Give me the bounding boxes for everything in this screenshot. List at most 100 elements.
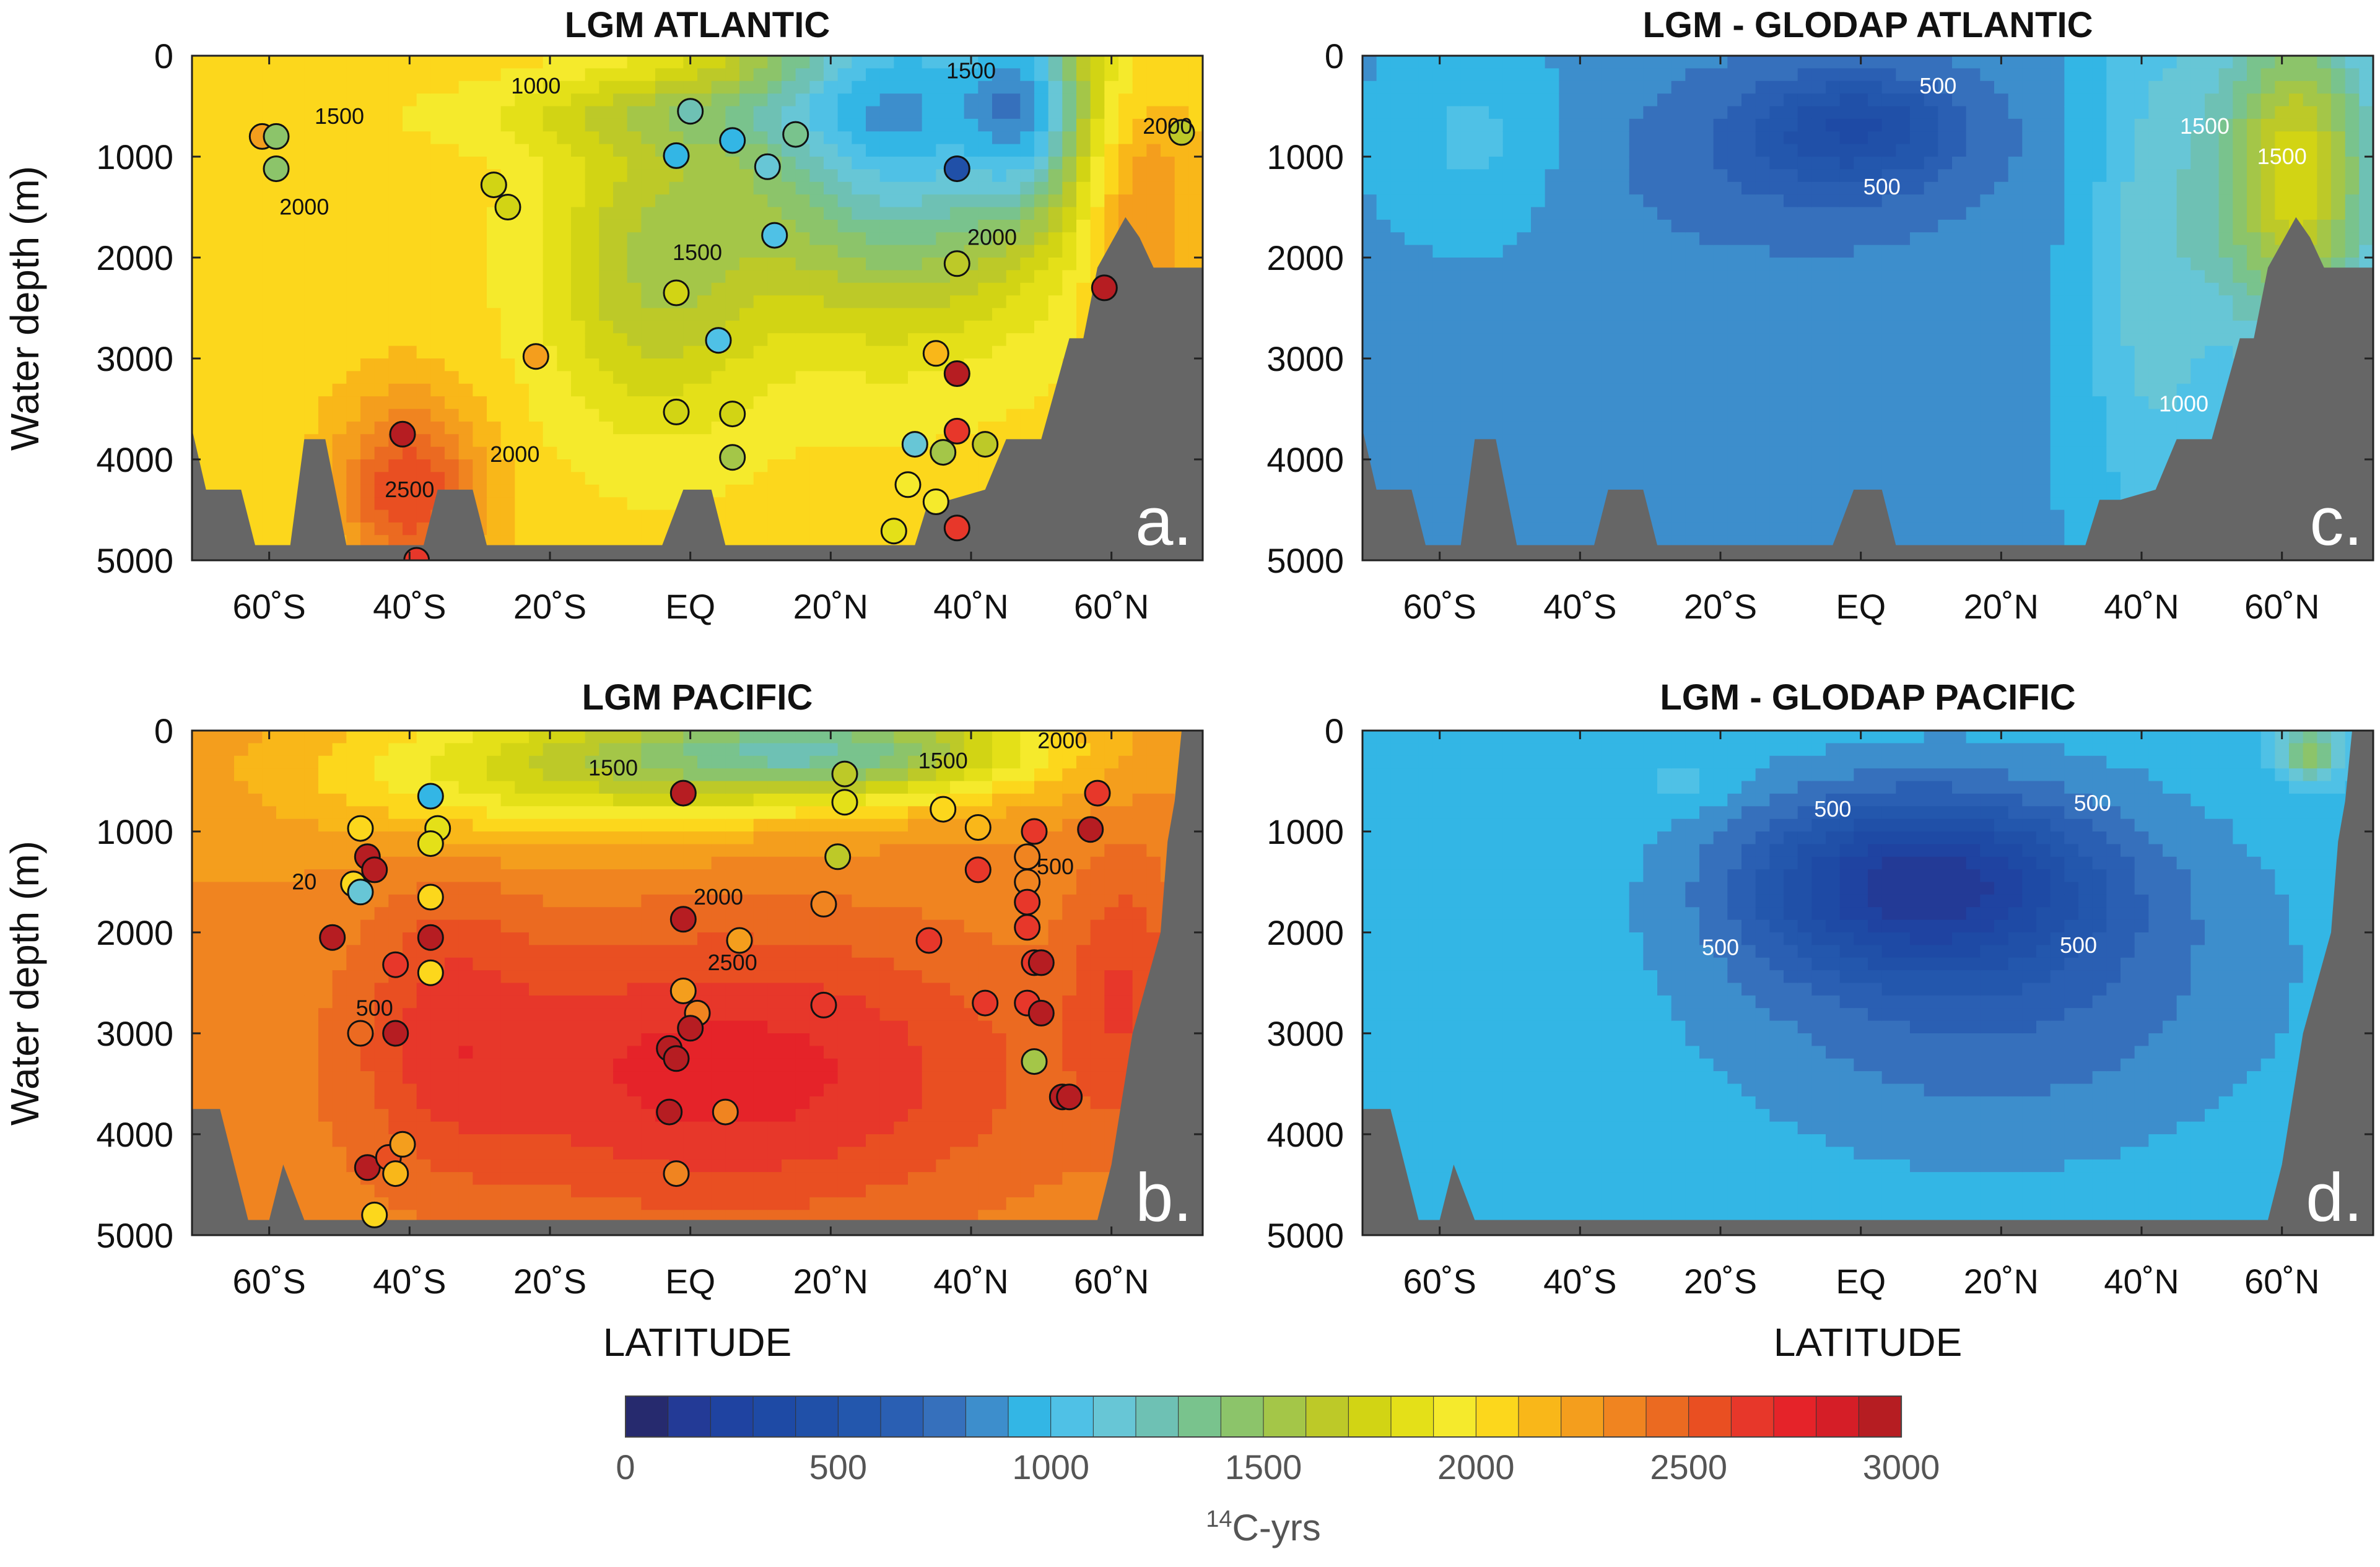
field-cell (866, 459, 881, 473)
field-cell (332, 207, 347, 220)
field-cell (613, 1058, 628, 1072)
field-cell (557, 484, 572, 498)
field-cell (922, 295, 937, 309)
field-cell (585, 409, 600, 422)
field-cell (879, 983, 895, 996)
field-cell (571, 522, 586, 536)
field-cell (1174, 56, 1190, 69)
field-cell (711, 383, 726, 397)
field-cell (725, 995, 740, 1009)
field-cell (809, 295, 824, 309)
field-cell (1174, 106, 1190, 119)
field-cell (613, 258, 628, 271)
field-cell (1118, 93, 1133, 107)
field-cell (627, 358, 642, 372)
field-cell (1188, 232, 1203, 246)
field-cell (613, 421, 628, 435)
field-cell (416, 755, 432, 769)
field-cell (978, 207, 993, 220)
field-cell (978, 144, 993, 157)
field-cell (248, 1147, 263, 1160)
field-cell (824, 320, 839, 334)
field-cell (613, 1096, 628, 1110)
field-cell (458, 995, 474, 1009)
field-cell (220, 333, 235, 347)
field-cell (627, 957, 642, 971)
field-cell (767, 995, 782, 1009)
field-cell (248, 282, 263, 296)
field-cell (220, 371, 235, 384)
field-cell (388, 793, 403, 807)
field-cell (262, 245, 277, 258)
field-cell (866, 80, 881, 94)
field-cell (697, 945, 712, 958)
field-cell (669, 882, 684, 895)
field-cell (332, 194, 347, 208)
field-cell (599, 383, 614, 397)
field-cell (908, 207, 923, 220)
field-cell (978, 282, 993, 296)
field-cell (725, 1008, 740, 1022)
field-cell (1076, 93, 1091, 107)
field-cell (543, 421, 558, 435)
field-cell (669, 1184, 684, 1198)
field-cell (346, 434, 361, 448)
field-cell (318, 194, 333, 208)
field-cell (487, 270, 502, 284)
field-cell (1034, 258, 1049, 271)
field-cell (360, 219, 375, 233)
field-cell (571, 1058, 586, 1072)
field-cell (795, 459, 811, 473)
field-cell (824, 1134, 839, 1148)
field-cell (613, 232, 628, 246)
field-cell (964, 131, 979, 145)
field-cell (346, 731, 361, 744)
field-cell (571, 1033, 586, 1047)
field-cell (403, 106, 417, 119)
field-cell (557, 522, 572, 536)
field-cell (445, 793, 460, 807)
field-cell (767, 371, 782, 384)
field-cell (529, 333, 544, 347)
field-cell (599, 1046, 614, 1059)
field-cell (894, 409, 909, 422)
field-cell (403, 80, 417, 94)
field-cell (1076, 232, 1091, 246)
field-cell (276, 535, 291, 549)
field-cell (360, 919, 375, 933)
field-cell (753, 1083, 769, 1097)
field-cell (641, 781, 656, 794)
field-cell (739, 1197, 754, 1211)
field-cell (346, 320, 361, 334)
field-cell (332, 409, 347, 422)
field-cell (599, 434, 614, 448)
field-cell (276, 844, 291, 857)
panel-a-label: a. (1135, 484, 1192, 560)
field-cell (627, 497, 642, 511)
field-cell (332, 894, 347, 908)
field-cell (543, 282, 558, 296)
field-cell (360, 308, 375, 321)
field-cell (641, 793, 656, 807)
field-cell (571, 308, 586, 321)
field-cell (964, 308, 979, 321)
field-cell (192, 396, 207, 410)
field-cell (697, 1147, 712, 1160)
field-cell (613, 207, 628, 220)
field-cell (529, 1083, 544, 1097)
field-cell (767, 535, 782, 549)
field-cell (248, 383, 263, 397)
field-cell (1090, 232, 1105, 246)
field-cell (290, 421, 305, 435)
field-cell (500, 118, 516, 132)
field-cell (879, 1172, 895, 1186)
field-cell (711, 118, 726, 132)
field-cell (332, 131, 347, 145)
field-cell (950, 295, 965, 309)
field-cell (543, 781, 558, 794)
field-cell (332, 793, 347, 807)
field-cell (879, 831, 895, 845)
field-cell (458, 106, 474, 119)
contour-label: 2000 (490, 441, 539, 467)
field-cell (515, 731, 530, 744)
